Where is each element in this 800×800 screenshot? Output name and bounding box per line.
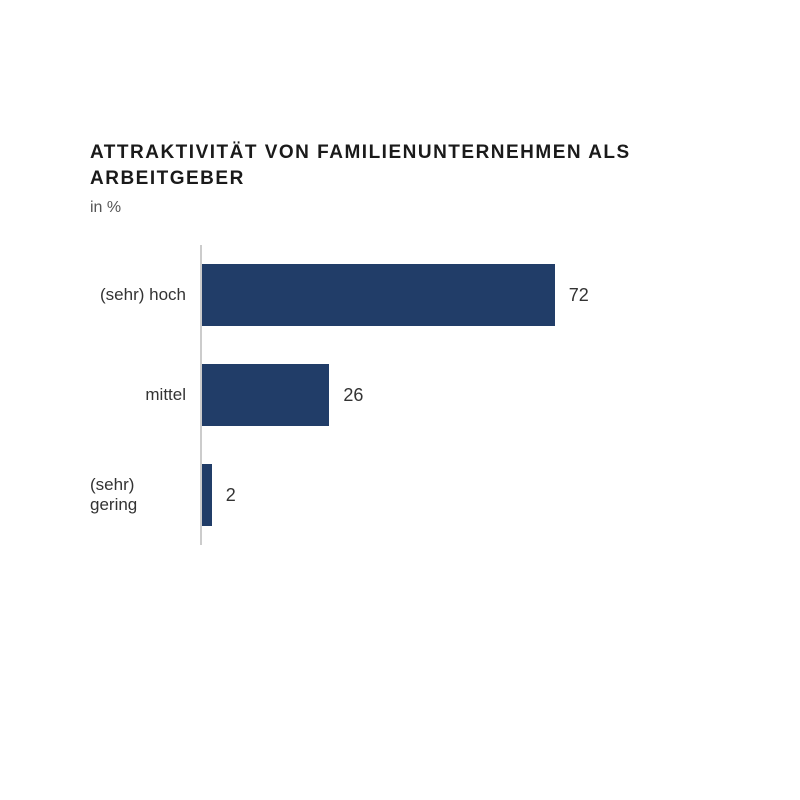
plot-area: (sehr) hoch mittel (sehr) gering 72 26 2 (90, 245, 710, 545)
y-axis-labels: (sehr) hoch mittel (sehr) gering (90, 245, 200, 545)
chart-title: ATTRAKTIVITÄT VON FAMILIENUNTERNEHMEN AL… (90, 140, 710, 191)
bars-group: 72 26 2 (202, 245, 710, 545)
bar-value: 72 (569, 285, 589, 306)
bar-value: 26 (343, 385, 363, 406)
bar-chart: ATTRAKTIVITÄT VON FAMILIENUNTERNEHMEN AL… (90, 140, 710, 545)
bar-value: 2 (226, 485, 236, 506)
bar-row: 26 (202, 345, 710, 445)
bar (202, 364, 329, 426)
y-label: (sehr) hoch (90, 245, 200, 345)
chart-subtitle: in % (90, 199, 710, 217)
y-label: mittel (90, 345, 200, 445)
bar-row: 72 (202, 245, 710, 345)
y-label: (sehr) gering (90, 445, 200, 545)
bar-row: 2 (202, 445, 710, 545)
bar (202, 464, 212, 526)
bar (202, 264, 555, 326)
